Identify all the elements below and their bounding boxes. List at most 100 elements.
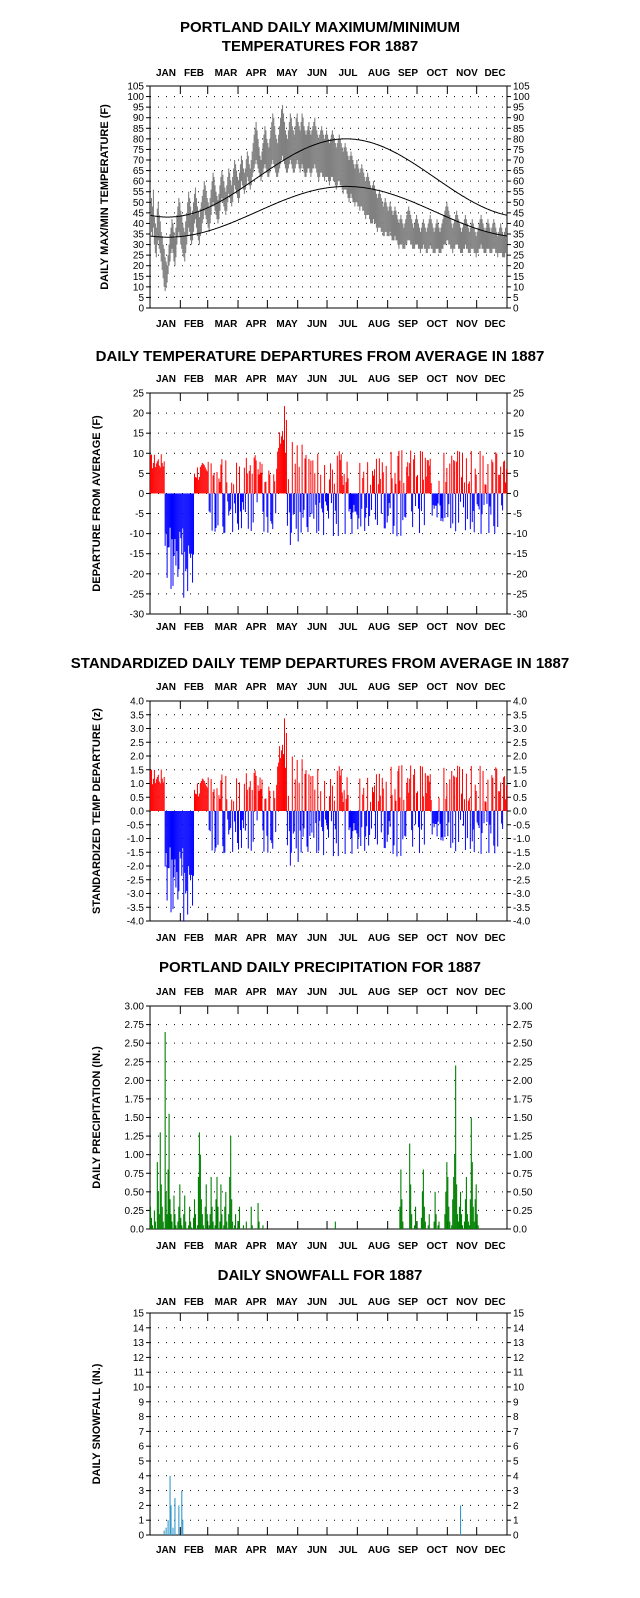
month-label-top: OCT [426, 682, 447, 693]
y-tick-label-right: 8 [513, 1412, 519, 1423]
chart-precip: PORTLAND DAILY PRECIPITATION FOR 1887 JAN… [91, 959, 533, 1252]
month-label-bottom: APR [245, 622, 267, 633]
month-label-bottom: MAR [215, 933, 239, 944]
month-label-top: MAR [215, 1297, 239, 1308]
y-tick-label-left: 2.75 [125, 1020, 145, 1031]
month-label-top: MAY [276, 987, 298, 998]
y-tick-label-left: -30 [130, 610, 145, 621]
y-tick-label-left: 15 [133, 429, 145, 440]
y-tick-label-right: 2.5 [513, 738, 527, 749]
y-tick-label-right: 10 [513, 449, 525, 460]
y-tick-label-left: 5 [138, 469, 144, 480]
month-label-bottom: AUG [368, 319, 390, 330]
month-label-top: FEB [184, 987, 204, 998]
month-label-top: JUN [307, 682, 327, 693]
y-tick-label-left: 50 [133, 198, 145, 209]
y-tick-label-right: -1.5 [513, 848, 531, 859]
y-tick-label-right: 80 [513, 134, 525, 145]
month-label-top: SEP [398, 374, 418, 385]
y-tick-label-left: 2.5 [130, 738, 144, 749]
chart-std: STANDARDIZED DAILY TEMP DEPARTURES FROM … [71, 655, 569, 944]
y-tick-label-right: 1.5 [513, 765, 527, 776]
month-label-bottom: APR [245, 1545, 267, 1556]
y-axis-label: DEPARTURE FROM AVERAGE (F) [91, 415, 103, 592]
y-tick-label-right: 5 [513, 1457, 519, 1468]
y-axis-label: DAILY SNOWFALL (IN.) [91, 1363, 103, 1484]
y-tick-label-right: -4.0 [513, 917, 531, 928]
month-label-top: JUL [339, 682, 358, 693]
normal-min-line [150, 185, 507, 238]
y-tick-label-left: 15 [133, 272, 145, 283]
y-tick-label-left: -10 [130, 529, 145, 540]
month-label-top: SEP [398, 987, 418, 998]
month-label-bottom: MAY [276, 319, 298, 330]
y-tick-label-right: 25 [513, 389, 525, 400]
month-label-bottom: DEC [484, 1241, 505, 1252]
month-label-top: SEP [398, 68, 418, 79]
y-tick-label-left: 5 [138, 293, 144, 304]
y-tick-label-right: 0.50 [513, 1187, 533, 1198]
month-label-top: APR [245, 374, 267, 385]
y-tick-label-left: 3.5 [130, 710, 144, 721]
y-tick-label-right: 65 [513, 166, 525, 177]
month-label-bottom: OCT [426, 622, 447, 633]
plot-frame [149, 392, 508, 615]
month-label-top: FEB [184, 374, 204, 385]
month-label-top: AUG [368, 374, 390, 385]
month-label-bottom: FEB [184, 933, 204, 944]
month-label-bottom: MAR [215, 622, 239, 633]
y-tick-label-right: -2.0 [513, 862, 531, 873]
y-tick-label-left: 30 [133, 240, 145, 251]
chart-title: PORTLAND DAILY MAXIMUM/MINIMUM [180, 19, 460, 36]
month-label-bottom: AUG [368, 933, 390, 944]
y-tick-label-left: 7 [138, 1427, 144, 1438]
chart-temps: PORTLAND DAILY MAXIMUM/MINIMUM TEMPERATUR… [99, 19, 530, 330]
y-tick-label-right: 2.25 [513, 1057, 533, 1068]
y-tick-label-left: 105 [127, 82, 144, 93]
month-label-top: JUN [307, 68, 327, 79]
month-label-top: NOV [456, 987, 478, 998]
y-axis-label: DAILY PRECIPITATION (IN.) [91, 1046, 103, 1189]
y-axis-label: STANDARDIZED TEMP DEPARTURE (z) [91, 708, 103, 914]
month-label-bottom: MAY [276, 622, 298, 633]
month-label-bottom: FEB [184, 319, 204, 330]
y-tick-label-right: 2 [513, 1501, 519, 1512]
y-tick-label-left: 8 [138, 1412, 144, 1423]
y-tick-label-left: -20 [130, 569, 145, 580]
month-label-top: MAR [215, 68, 239, 79]
chart-title: PORTLAND DAILY PRECIPITATION FOR 1887 [159, 959, 481, 976]
month-label-top: MAR [215, 682, 239, 693]
month-label-bottom: OCT [426, 319, 447, 330]
y-tick-label-left: 10 [133, 282, 145, 293]
y-tick-label-left: 11 [134, 1368, 145, 1379]
month-label-bottom: JUN [307, 1545, 327, 1556]
y-tick-label-right: 50 [513, 198, 525, 209]
y-tick-label-left: 100 [127, 92, 144, 103]
y-tick-label-right: 0.0 [513, 807, 527, 818]
y-tick-label-right: 2.00 [513, 1076, 533, 1087]
month-label-bottom: NOV [456, 933, 478, 944]
y-tick-label-right: 25 [513, 251, 525, 262]
y-tick-label-right: 90 [513, 113, 525, 124]
month-label-bottom: OCT [426, 1241, 447, 1252]
y-tick-label-right: 0 [513, 304, 519, 315]
y-tick-label-left: 85 [133, 124, 145, 135]
y-tick-label-left: 0.75 [125, 1169, 145, 1180]
month-label-bottom: FEB [184, 1545, 204, 1556]
y-tick-label-right: 75 [513, 145, 525, 156]
month-label-bottom: MAR [215, 1241, 239, 1252]
y-tick-label-right: 15 [513, 429, 525, 440]
month-label-bottom: AUG [368, 622, 390, 633]
month-label-top: JUN [307, 374, 327, 385]
month-label-bottom: NOV [456, 1545, 478, 1556]
y-tick-label-right: -5 [513, 509, 522, 520]
month-label-bottom: NOV [456, 622, 478, 633]
month-label-top: DEC [484, 682, 505, 693]
y-tick-label-left: 0.0 [130, 1225, 144, 1236]
y-tick-label-right: 3.0 [513, 724, 527, 735]
month-label-top: AUG [368, 68, 390, 79]
y-tick-label-right: -15 [513, 549, 528, 560]
y-tick-label-right: 45 [513, 208, 525, 219]
month-label-top: JUL [339, 374, 358, 385]
